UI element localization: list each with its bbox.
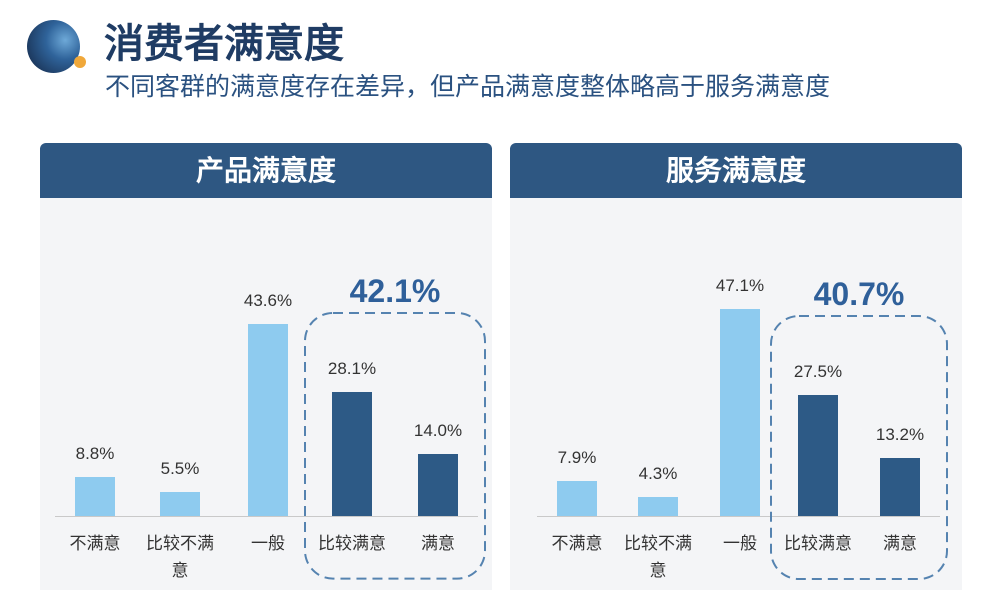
product-highlight-total: 42.1% [349, 273, 441, 310]
service-highlight-dashed-border [770, 315, 948, 580]
service-value-label: 7.9% [557, 448, 597, 468]
service-category-label: 一般 [723, 534, 757, 554]
product-bar [160, 491, 200, 516]
service-bar [720, 308, 760, 516]
brand-logo [27, 20, 89, 74]
product-highlight-box [304, 312, 486, 580]
service-value-label: 4.3% [638, 464, 678, 484]
product-category-label: 一般 [251, 534, 285, 554]
product-satisfaction-panel: 产品满意度 8.8% 不满意 5.5% 比较不满意 43.6% 一般 28.1% 比较满意 14… [40, 143, 492, 590]
page-subtitle: 不同客群的满意度存在差异，但产品满意度整体略高于服务满意度 [105, 72, 831, 101]
sphere-logo-icon [27, 20, 80, 73]
service-highlight-box [770, 315, 948, 580]
product-category-label: 比较满意 [318, 534, 386, 554]
logo-dot-icon [74, 56, 86, 68]
service-bar-chart: 7.9% 不满意 4.3% 比较不满意 47.1% 一般 27.5% 比较满意 13.2% 满意 4… [510, 198, 962, 590]
product-value-label: 43.6% [243, 291, 293, 311]
service-bar [798, 395, 838, 516]
service-value-label: 13.2% [875, 424, 925, 444]
service-satisfaction-panel: 服务满意度 7.9% 不满意 4.3% 比较不满意 47.1% 一般 27.5% 比较满意 13… [510, 143, 962, 590]
product-bar-chart: 8.8% 不满意 5.5% 比较不满意 43.6% 一般 28.1% 比较满意 14.0% 满意 4… [40, 198, 492, 590]
service-category-label: 不满意 [551, 534, 603, 554]
product-value-label: 28.1% [327, 359, 377, 379]
service-category-label: 比较不满意 [624, 534, 692, 581]
product-highlight-dashed-border [304, 312, 486, 580]
product-bar [418, 454, 458, 516]
product-baseline [55, 516, 478, 517]
product-category-label: 满意 [421, 534, 455, 554]
product-value-label: 5.5% [160, 458, 200, 478]
service-bar [880, 457, 920, 516]
service-value-label: 27.5% [793, 362, 843, 381]
product-value-label: 8.8% [75, 444, 115, 464]
product-category-label: 不满意 [69, 534, 121, 554]
service-bar [557, 481, 597, 516]
product-bar [332, 392, 372, 516]
product-value-label: 14.0% [413, 421, 463, 441]
page-title: 消费者满意度 [104, 21, 344, 67]
service-value-label: 47.1% [715, 275, 765, 295]
service-category-label: 满意 [883, 534, 917, 554]
service-bar [638, 497, 678, 516]
service-category-label: 比较满意 [784, 534, 852, 554]
product-panel-header: 产品满意度 [40, 143, 492, 198]
service-panel-header: 服务满意度 [510, 143, 962, 198]
product-bar [248, 324, 288, 516]
service-baseline [537, 516, 940, 517]
product-category-label: 比较不满意 [146, 534, 214, 581]
product-bar [75, 477, 115, 516]
service-highlight-total: 40.7% [813, 276, 905, 312]
